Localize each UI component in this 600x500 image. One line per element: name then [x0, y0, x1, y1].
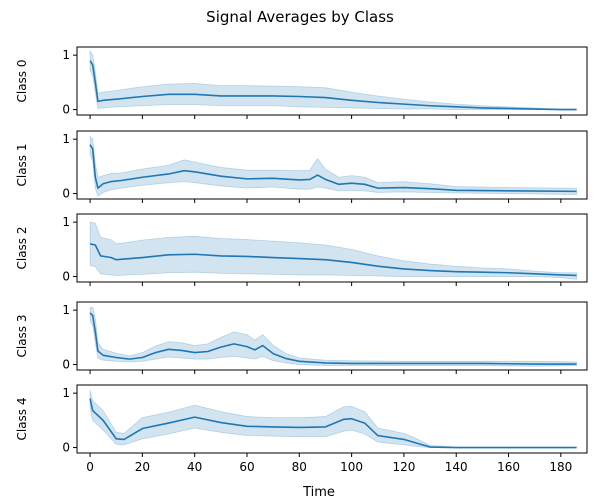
chart-title: Signal Averages by Class [206, 8, 394, 26]
y-tick-label: 1 [62, 386, 70, 400]
y-axis-label-class-0: Class 0 [15, 59, 29, 102]
y-tick-label: 1 [62, 48, 70, 62]
panels-group: 0 1 Class 0 0 1 Class 1 0 1 Class 2 0 1 Class 3 0 1 Cl… [15, 46, 588, 474]
confidence-band-class-4 [89, 390, 577, 448]
y-axis-label-class-2: Class 2 [15, 226, 29, 269]
panel-3: 0 1 Class 3 [15, 301, 588, 374]
axes-frame-class-1 [76, 130, 588, 200]
mean-line-class-1 [89, 144, 577, 193]
y-tick-label: 1 [62, 215, 70, 229]
axes-frame-class-0 [76, 46, 588, 116]
panel-0: 0 1 Class 0 [15, 46, 588, 119]
x-tick-label: 20 [135, 460, 150, 474]
x-tick-label: 140 [445, 460, 468, 474]
y-tick-label: 1 [62, 303, 70, 317]
panel-1: 0 1 Class 1 [15, 130, 588, 203]
x-tick-label: 120 [392, 460, 415, 474]
confidence-band-class-1 [89, 135, 577, 197]
mean-line-class-4 [89, 398, 577, 449]
confidence-band-class-3 [89, 307, 577, 367]
axes-frame-class-4 [76, 384, 588, 454]
y-tick-label: 0 [62, 187, 70, 201]
y-axis-label-class-3: Class 3 [15, 314, 29, 357]
mean-line-class-3 [89, 312, 577, 365]
mean-line-class-2 [89, 243, 577, 277]
x-tick-label: 60 [239, 460, 254, 474]
confidence-band-class-0 [89, 49, 577, 110]
panel-4: 0 1 Class 4 [15, 384, 588, 457]
axes-frame-class-3 [76, 301, 588, 371]
x-tick-label: 80 [292, 460, 307, 474]
y-tick-label: 0 [62, 103, 70, 117]
y-tick-label: 1 [62, 132, 70, 146]
x-tick-label: 100 [340, 460, 363, 474]
y-tick-label: 0 [62, 358, 70, 372]
y-axis-label-class-1: Class 1 [15, 143, 29, 186]
y-tick-label: 0 [62, 441, 70, 455]
axes-frame-class-2 [76, 213, 588, 283]
x-axis-label: Time [302, 485, 335, 500]
x-tick-label: 160 [497, 460, 520, 474]
x-tick-label: 40 [187, 460, 202, 474]
mean-line-class-0 [89, 60, 577, 111]
y-axis-label-class-4: Class 4 [15, 397, 29, 440]
x-tick-label: 180 [549, 460, 572, 474]
panel-2: 0 1 Class 2 [15, 213, 588, 286]
confidence-band-class-2 [89, 221, 577, 280]
x-tick-label: 0 [86, 460, 94, 474]
y-tick-label: 0 [62, 270, 70, 284]
